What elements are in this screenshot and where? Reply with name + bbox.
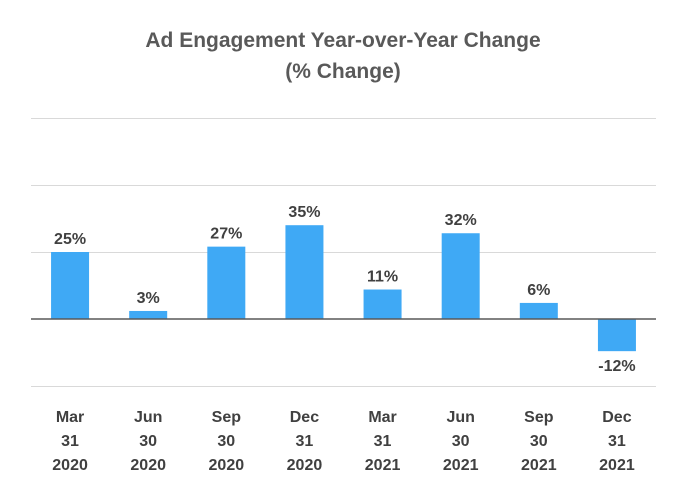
x-tick-label: 2021	[365, 457, 401, 474]
x-tick-label: 2021	[599, 457, 635, 474]
bar	[51, 252, 90, 319]
x-tick-label: 30	[139, 433, 157, 450]
x-tick-label: 31	[61, 433, 79, 450]
x-tick-label: 2021	[521, 457, 557, 474]
bar	[441, 233, 480, 319]
chart-subtitle: (% Change)	[285, 60, 401, 83]
chart-title: Ad Engagement Year-over-Year Change	[145, 29, 541, 52]
data-label: 27%	[210, 226, 242, 243]
x-tick-label: Jun	[134, 409, 162, 426]
bar	[597, 319, 636, 352]
x-tick-label: Dec	[290, 409, 319, 426]
x-tick-label: 30	[530, 433, 548, 450]
x-tick-label: Mar	[56, 409, 84, 426]
data-label: 11%	[367, 269, 398, 286]
x-tick-label: Jun	[446, 409, 474, 426]
x-tick-label: 2020	[287, 457, 323, 474]
x-tick-label: 2020	[130, 457, 166, 474]
x-tick-label: 31	[608, 433, 626, 450]
data-label: 25%	[54, 231, 86, 248]
x-tick-label: Sep	[212, 409, 242, 426]
x-tick-label: 2020	[52, 457, 88, 474]
x-tick-label: Mar	[368, 409, 396, 426]
bar	[207, 246, 246, 319]
x-tick-label: Dec	[602, 409, 631, 426]
data-label: 35%	[288, 204, 320, 221]
data-label: 3%	[137, 290, 160, 307]
x-tick-label: Sep	[524, 409, 554, 426]
x-tick-label: 30	[452, 433, 470, 450]
x-tick-label: 30	[217, 433, 235, 450]
bar	[519, 302, 558, 319]
data-label: 6%	[527, 282, 550, 299]
x-tick-label: 31	[296, 433, 314, 450]
bar	[129, 310, 168, 319]
x-tick-label: 31	[374, 433, 392, 450]
x-tick-label: 2021	[443, 457, 479, 474]
data-label: 32%	[445, 212, 477, 229]
data-label: -12%	[598, 358, 635, 375]
bar	[363, 289, 402, 319]
bar	[285, 225, 324, 319]
x-tick-label: 2020	[209, 457, 245, 474]
